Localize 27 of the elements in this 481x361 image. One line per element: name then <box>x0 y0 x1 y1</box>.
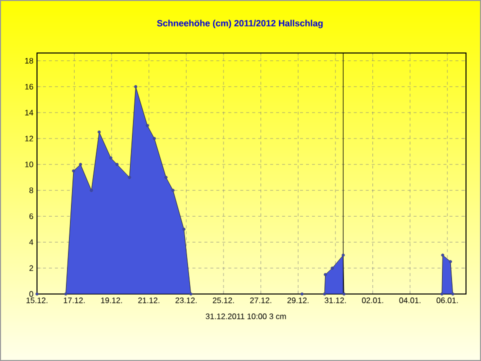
point <box>128 176 132 179</box>
point <box>109 156 112 160</box>
point <box>441 254 444 257</box>
point <box>440 292 444 296</box>
point <box>116 162 119 166</box>
point <box>78 162 82 166</box>
point <box>323 292 326 296</box>
point <box>171 188 175 192</box>
chart-title: Schneehöhe (cm) 2011/2012 Hallschlag <box>157 20 323 28</box>
point <box>98 130 101 134</box>
point <box>72 169 76 172</box>
point <box>324 273 327 276</box>
point <box>342 254 345 257</box>
point <box>35 292 39 296</box>
point <box>164 176 168 179</box>
point <box>90 188 93 192</box>
point <box>342 292 346 296</box>
point <box>64 292 68 296</box>
point <box>182 228 186 231</box>
point <box>330 266 334 270</box>
point <box>134 85 138 88</box>
point <box>448 260 452 264</box>
point <box>146 124 149 128</box>
point <box>152 136 156 140</box>
point <box>300 292 304 296</box>
point <box>189 292 192 296</box>
point <box>451 292 454 296</box>
